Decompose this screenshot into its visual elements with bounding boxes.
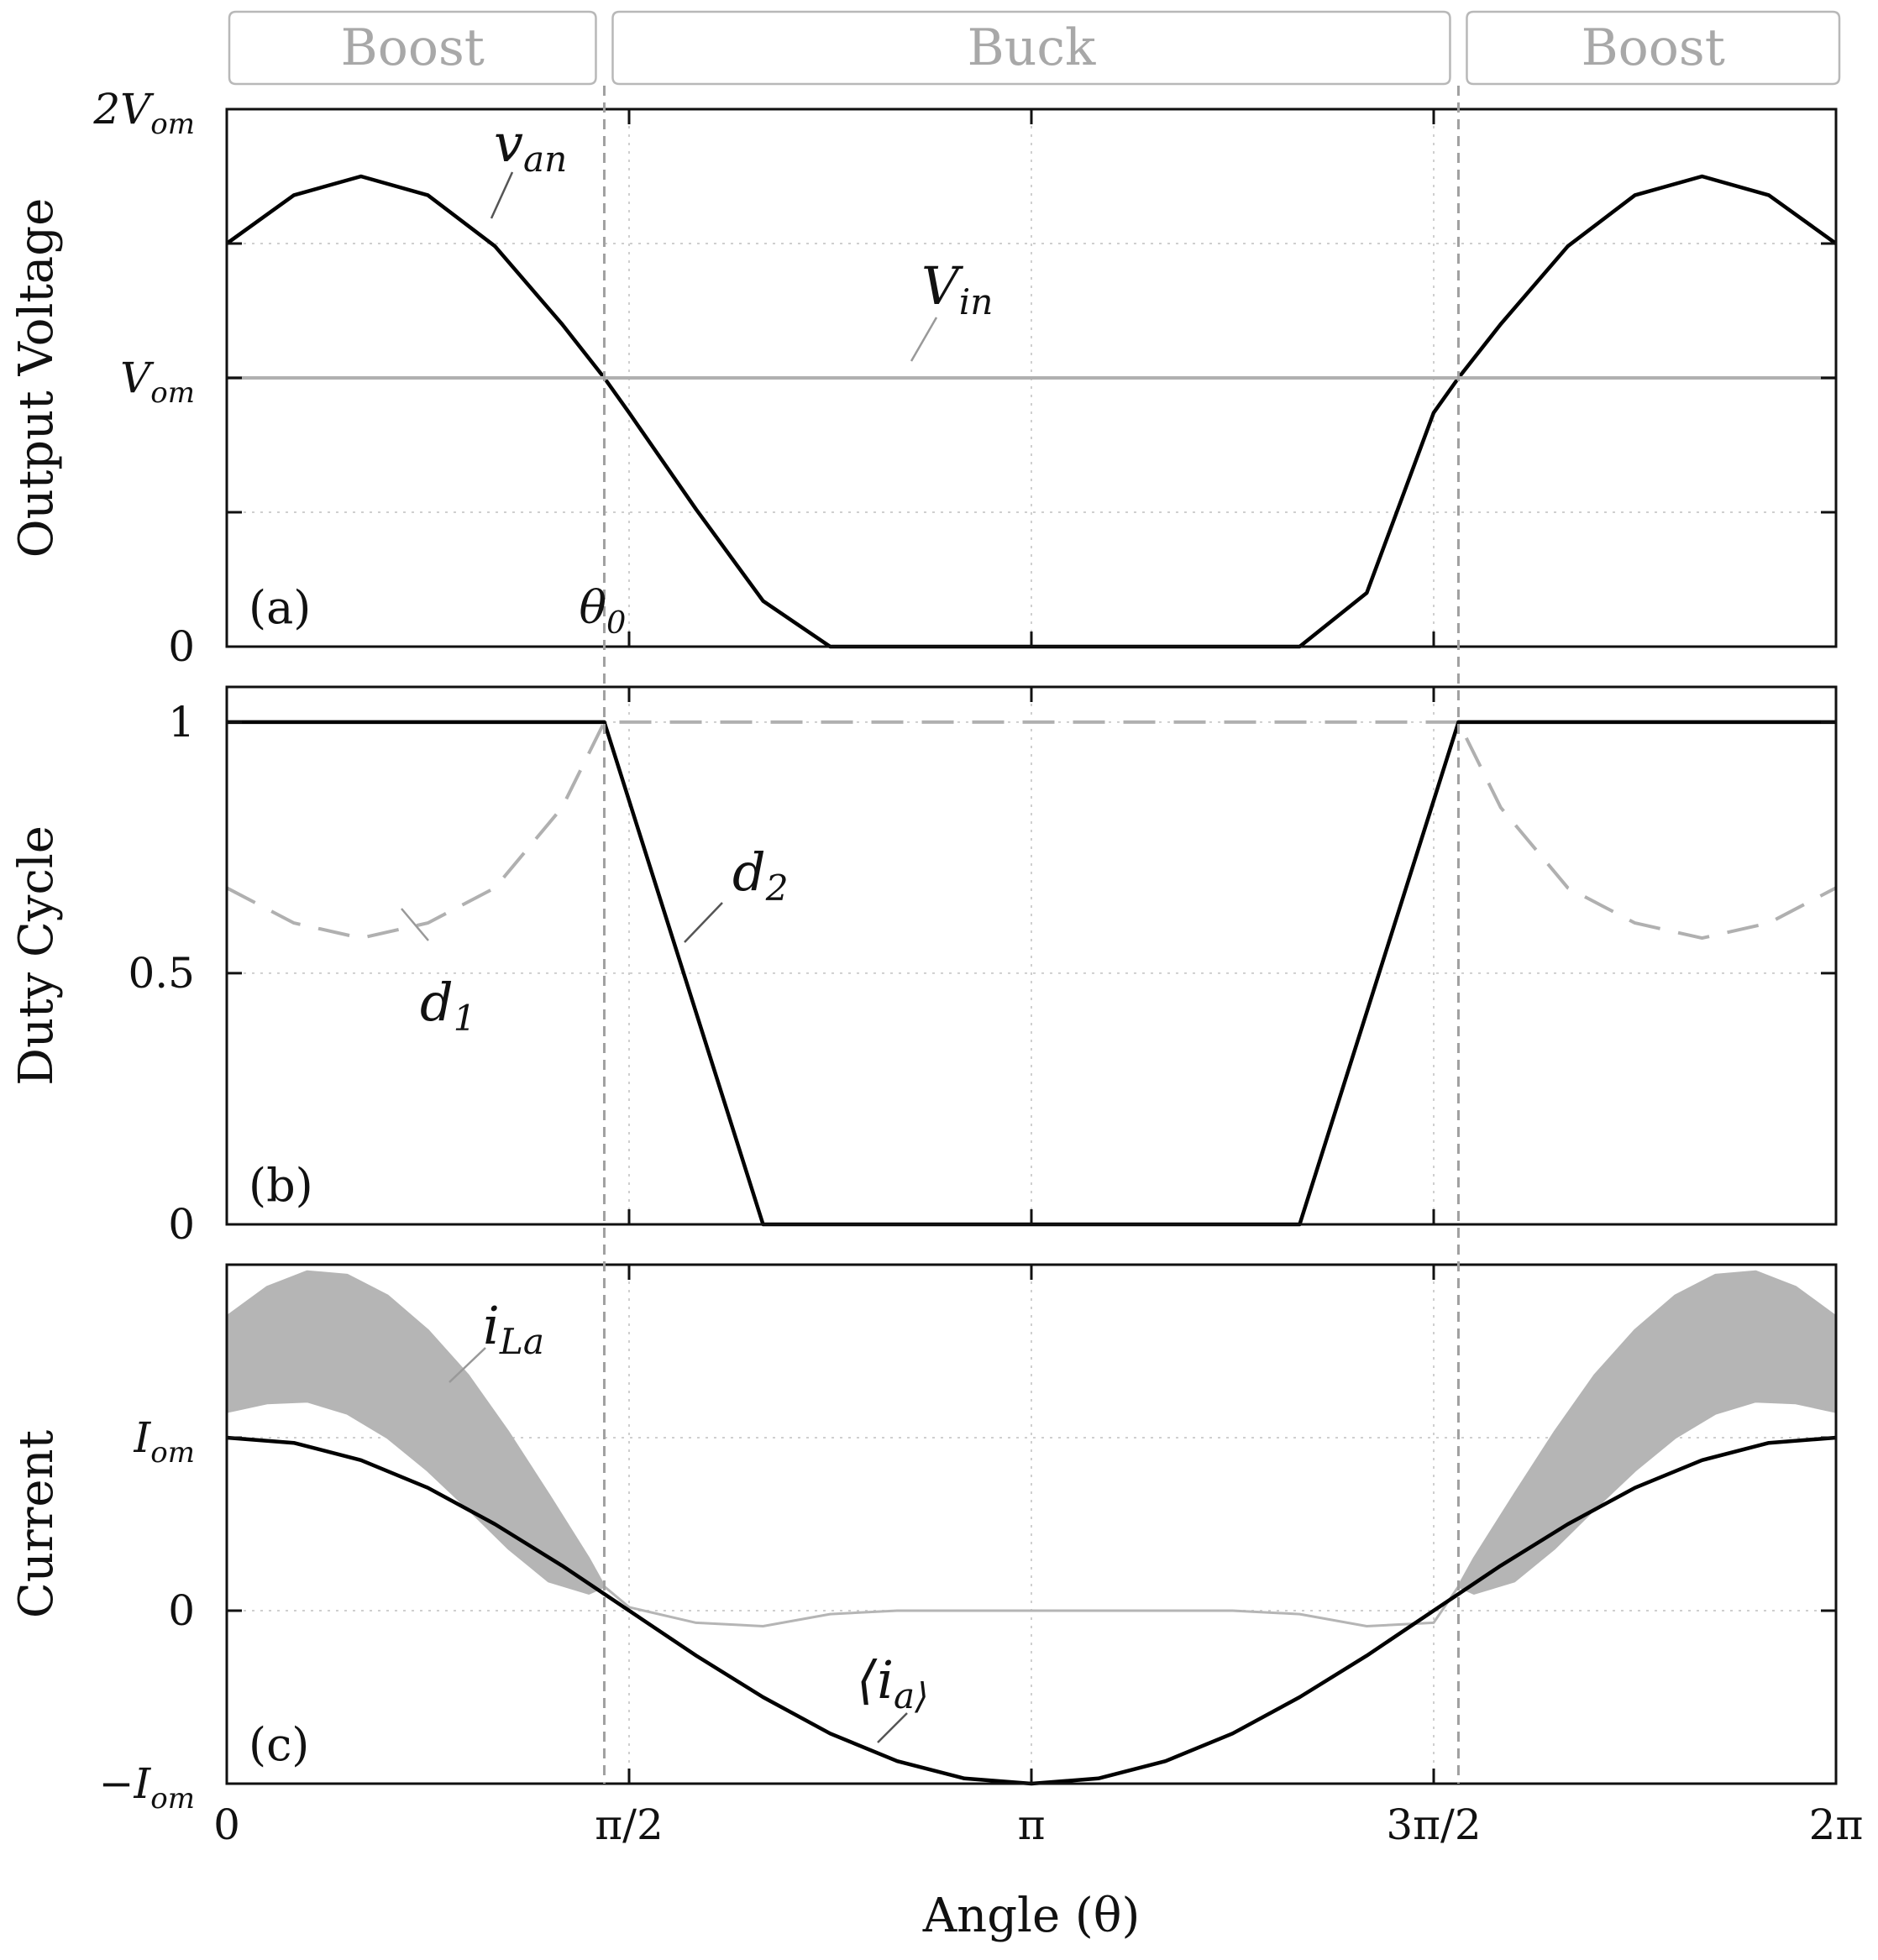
x-tick-label: 3π/2 [1386,1800,1481,1849]
panel-label: (a) [249,581,311,634]
leader-i-la [449,1347,486,1383]
y-tick-label: 1 [168,698,195,747]
panel-a: 0 Vom 2Vom Output Voltage (a) [9,85,1838,671]
y-tick-label: Iom [134,1413,195,1470]
mode-label: Buck [968,18,1096,77]
x-tick-label: π/2 [595,1800,664,1849]
series-d1-line [226,720,1837,941]
label-i-la: iLa [483,1295,544,1362]
y-tick-label: 0 [168,622,195,671]
label-d1: d1 [420,972,476,1039]
leader-v-in [910,317,938,362]
x-tick-label: 0 [213,1800,240,1849]
theta0-label: θ0 [579,581,626,641]
mode-label: Boost [1582,18,1725,77]
y-axis-title: Current [9,1429,64,1618]
label-i-a: ⟨ia⟩ [857,1649,929,1716]
mode-box [611,10,1451,86]
label-v-an: van [494,113,567,180]
x-tick-label: 2π [1809,1800,1864,1849]
mode-label: Boost [341,18,485,77]
x-axis: 0 π/2 π 3π/2 2π Angle (θ) [213,1800,1863,1943]
y-tick-label: 0 [168,1200,195,1249]
panel-c: −Iom 0 Iom Current (c) [9,1263,1838,1816]
y-tick-label: −Iom [99,1759,195,1816]
label-d2: d2 [732,841,789,909]
leader-d2 [684,902,723,943]
mode-box [228,10,597,86]
panel-label: (b) [249,1159,313,1212]
mode-box [1466,10,1841,86]
mode-bar: Boost Buck Boost [228,10,1841,86]
panels: 0 Vom 2Vom Output Voltage (a) 0 0.5 1 Duty Cycle… [9,85,1838,1816]
leader-d1 [401,908,429,941]
label-v-in: Vin [921,255,993,322]
x-tick-label: π [1018,1800,1046,1849]
y-tick-label: 2Vom [92,85,195,141]
theta0-markers: θ0 [579,86,1460,1784]
leader-v-an [490,171,514,219]
y-axis-title: Output Voltage [9,198,64,558]
y-tick-label: 0 [168,1586,195,1635]
leader-i-a [877,1712,908,1743]
x-axis-title: Angle (θ) [922,1889,1141,1943]
annotations: van Vin d1 d2 iLa ⟨ia⟩ [401,113,993,1743]
panel-b: 0 0.5 1 Duty Cycle (b) [9,685,1838,1249]
y-axis-title: Duty Cycle [9,825,64,1086]
panel-label: (c) [249,1718,309,1771]
y-tick-label: Vom [120,354,195,410]
y-tick-label: 0.5 [128,949,195,998]
